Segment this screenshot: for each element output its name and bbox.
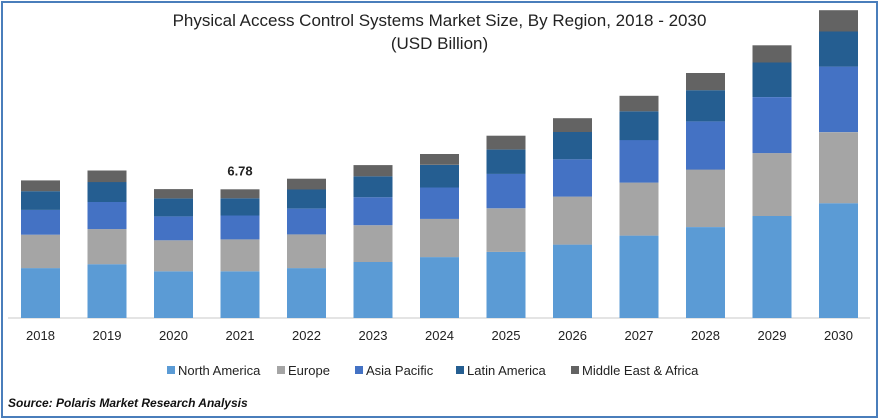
bar-middle-east-africa-2022 [287, 178, 326, 190]
legend-label-north-america: North America [178, 363, 261, 378]
legend-label-asia-pacific: Asia Pacific [366, 363, 434, 378]
bar-asia-pacific-2024 [420, 187, 459, 219]
bar-latin-america-2027 [619, 111, 659, 141]
bar-europe-2021 [220, 239, 260, 272]
bar-latin-america-2021 [220, 198, 260, 216]
bar-middle-east-africa-2027 [619, 95, 659, 112]
x-tick-label-2023: 2023 [359, 328, 388, 343]
bar-latin-america-2026 [553, 132, 592, 160]
source-note: Source: Polaris Market Research Analysis [8, 396, 248, 410]
x-tick-label-2025: 2025 [492, 328, 521, 343]
bar-north-america-2022 [287, 268, 326, 318]
legend-swatch-asia-pacific [355, 366, 363, 374]
x-tick-label-2026: 2026 [558, 328, 587, 343]
bar-latin-america-2024 [420, 164, 459, 188]
bar-north-america-2021 [220, 271, 260, 318]
bar-europe-2023 [353, 225, 393, 262]
bar-north-america-2024 [420, 257, 459, 318]
bar-europe-2018 [21, 234, 60, 269]
bar-latin-america-2018 [21, 191, 60, 210]
bar-middle-east-africa-2026 [553, 118, 592, 132]
bar-europe-2020 [154, 240, 193, 272]
bar-middle-east-africa-2024 [420, 154, 459, 165]
bar-middle-east-africa-2019 [87, 170, 127, 183]
bar-latin-america-2028 [686, 90, 725, 122]
x-tick-label-2024: 2024 [425, 328, 454, 343]
legend-label-latin-america: Latin America [467, 363, 547, 378]
x-tick-label-2028: 2028 [691, 328, 720, 343]
x-tick-label-2030: 2030 [824, 328, 853, 343]
bar-asia-pacific-2023 [353, 197, 393, 226]
bar-north-america-2023 [353, 262, 393, 318]
bar-asia-pacific-2022 [287, 208, 326, 235]
chart-title: Physical Access Control Systems Market S… [172, 11, 707, 30]
bar-north-america-2027 [619, 235, 659, 318]
bar-europe-2025 [486, 208, 526, 252]
bar-europe-2024 [420, 218, 459, 258]
x-tick-label-2027: 2027 [625, 328, 654, 343]
bar-asia-pacific-2029 [752, 97, 792, 154]
bar-north-america-2018 [21, 268, 60, 318]
bar-asia-pacific-2020 [154, 216, 193, 241]
bar-north-america-2028 [686, 227, 725, 318]
data-label-2021: 6.78 [227, 163, 252, 178]
x-tick-label-2020: 2020 [159, 328, 188, 343]
bar-middle-east-africa-2023 [353, 165, 393, 177]
x-tick-label-2018: 2018 [26, 328, 55, 343]
annotations: 6.78 [227, 163, 252, 178]
bar-asia-pacific-2025 [486, 173, 526, 209]
legend-swatch-middle-east-africa [571, 366, 579, 374]
bar-middle-east-africa-2021 [220, 189, 260, 199]
legend-swatch-europe [277, 366, 285, 374]
bar-asia-pacific-2018 [21, 209, 60, 235]
chart-subtitle: (USD Billion) [390, 34, 489, 53]
x-tick-label-2022: 2022 [292, 328, 321, 343]
bar-latin-america-2019 [87, 182, 127, 202]
bars-group [21, 10, 858, 318]
bar-north-america-2020 [154, 271, 193, 318]
bar-europe-2029 [752, 153, 792, 216]
bar-north-america-2025 [486, 251, 526, 318]
legend: North America Europe Asia Pacific Latin Ame… [167, 363, 699, 378]
bar-latin-america-2023 [353, 176, 393, 198]
bar-middle-east-africa-2029 [752, 45, 792, 63]
legend-swatch-latin-america [456, 366, 464, 374]
bar-latin-america-2029 [752, 62, 792, 97]
bar-asia-pacific-2019 [87, 202, 127, 230]
bar-latin-america-2020 [154, 198, 193, 217]
bar-middle-east-africa-2018 [21, 180, 60, 192]
bar-europe-2026 [553, 196, 592, 245]
bar-europe-2022 [287, 234, 326, 269]
legend-label-middle-east-africa: Middle East & Africa [582, 363, 699, 378]
x-tick-labels: 2018 2019 2020 2021 2022 2023 2024 2025 2026 2027… [26, 328, 853, 343]
legend-label-europe: Europe [288, 363, 330, 378]
bar-north-america-2026 [553, 244, 592, 318]
bar-north-america-2030 [819, 203, 858, 318]
bar-middle-east-africa-2025 [486, 135, 526, 150]
bar-europe-2030 [819, 132, 858, 204]
bar-north-america-2029 [752, 216, 792, 318]
bar-middle-east-africa-2030 [819, 10, 858, 32]
legend-swatch-north-america [167, 366, 175, 374]
bar-latin-america-2025 [486, 149, 526, 174]
bar-asia-pacific-2021 [220, 215, 260, 240]
bar-europe-2019 [87, 229, 127, 265]
bar-north-america-2019 [87, 264, 127, 318]
bar-europe-2028 [686, 169, 725, 227]
bar-middle-east-africa-2020 [154, 189, 193, 199]
bar-middle-east-africa-2028 [686, 73, 725, 91]
bar-asia-pacific-2030 [819, 66, 858, 133]
bar-latin-america-2022 [287, 189, 326, 209]
bar-europe-2027 [619, 182, 659, 236]
bar-asia-pacific-2026 [553, 159, 592, 197]
bar-asia-pacific-2027 [619, 140, 659, 183]
bar-asia-pacific-2028 [686, 121, 725, 170]
x-tick-label-2021: 2021 [226, 328, 255, 343]
x-tick-label-2029: 2029 [758, 328, 787, 343]
bar-latin-america-2030 [819, 31, 858, 67]
x-tick-label-2019: 2019 [93, 328, 122, 343]
